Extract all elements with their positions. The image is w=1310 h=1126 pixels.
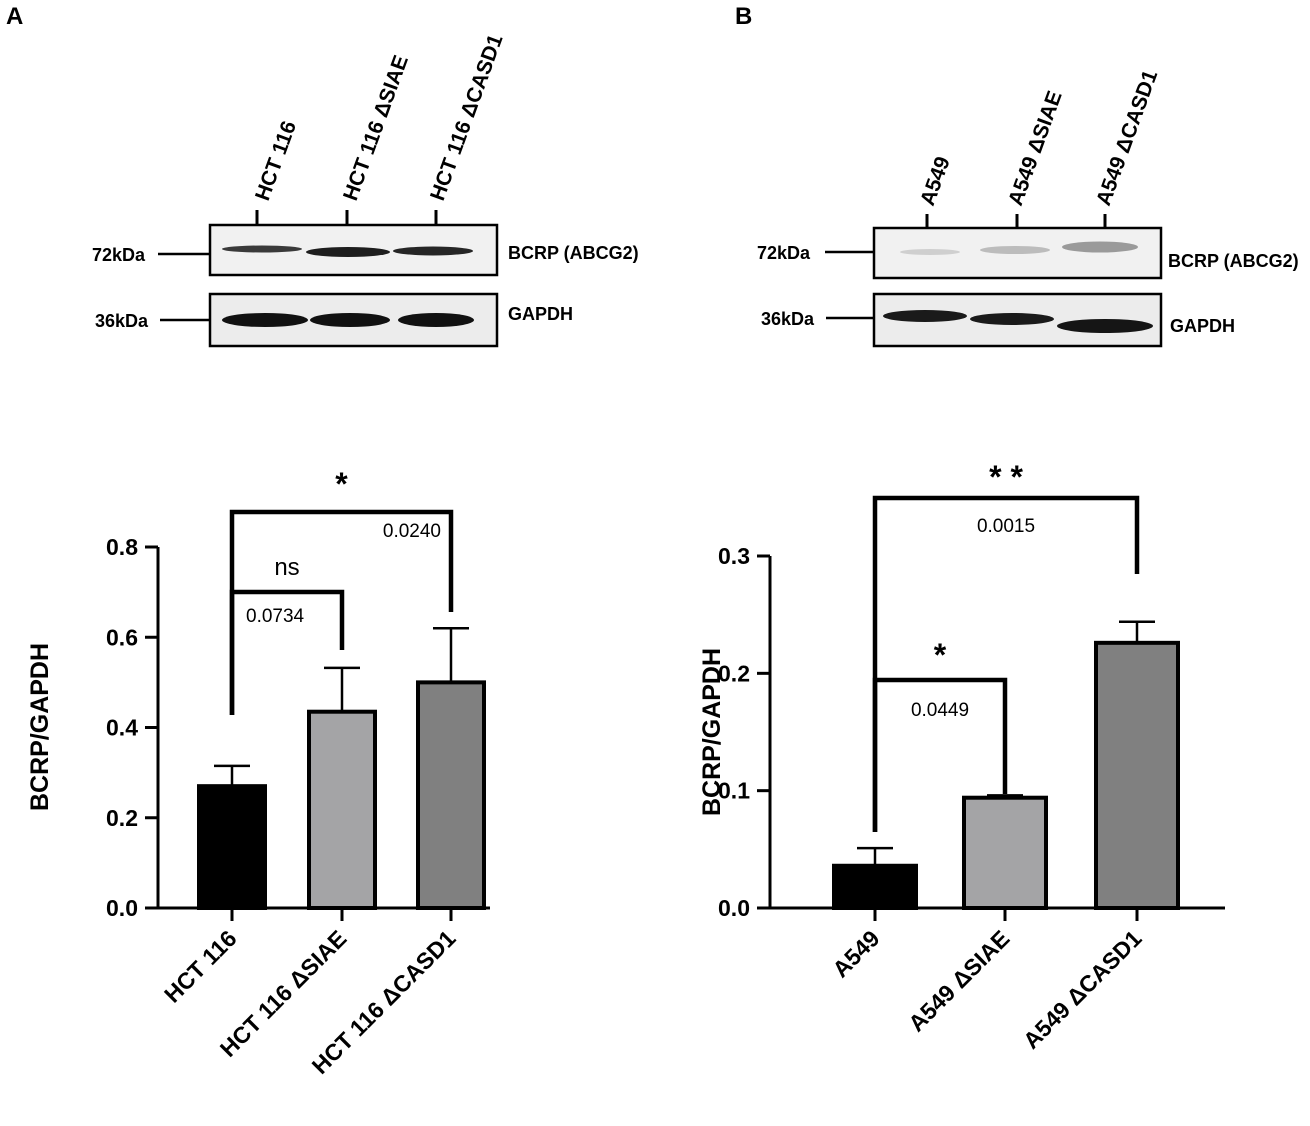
blot-b-gapdh-band-3 [1057, 319, 1153, 333]
chart-b-comparison-bracket-1 [872, 495, 1140, 832]
blot-a-protein-bcrp: BCRP (ABCG2) [508, 243, 639, 263]
blot-a-marker-72: 72kDa [92, 245, 146, 265]
blot-b-bcrp-band-3 [1062, 241, 1138, 253]
chart-a-category-label-0: HCT 116 [159, 925, 242, 1008]
chart-b-bar-1 [962, 795, 1048, 910]
chart-b-y-tick-label-3: 0.3 [718, 543, 750, 569]
chart-a-comparison-bracket-1 [229, 509, 454, 715]
chart-b-significance-label-0: * [934, 637, 947, 673]
chart-b-y-tick-label-0: 0.0 [718, 895, 750, 921]
chart-a-significance-label-1: * [335, 466, 348, 502]
chart-a-bar-0 [197, 784, 267, 910]
chart-a-y-tick-label-3: 0.6 [106, 624, 138, 650]
chart-a-significance-label-0: ns [274, 554, 299, 581]
blot-a-marker-36: 36kDa [95, 311, 149, 331]
panel-letter-b: B [735, 3, 752, 30]
blot-b-protein-gapdh: GAPDH [1170, 316, 1235, 336]
chart-a-y-tick-label-0: 0.0 [106, 895, 138, 921]
chart-a-bar-2 [416, 680, 486, 910]
blot-a-lane-label-2: HCT 116 ΔSIAE [339, 52, 413, 203]
blot-a-gapdh-band-2 [310, 313, 390, 327]
blot-a-protein-gapdh: GAPDH [508, 304, 573, 324]
chart-b-bar-2 [1094, 640, 1180, 910]
blot-a-gapdh-band-3 [398, 313, 474, 327]
blot-a-lane-label-3: HCT 116 ΔCASD1 [426, 31, 508, 204]
chart-b-p-value-0: 0.0449 [911, 700, 969, 721]
chart-b-p-value-1: 0.0015 [977, 516, 1035, 537]
chart-b-significance-label-1: * * [989, 459, 1023, 495]
chart-b-y-label: BCRP/GAPDH [698, 648, 726, 816]
chart-b-y-tick-label-2: 0.2 [718, 660, 750, 686]
blot-b-marker-36: 36kDa [761, 309, 815, 329]
bar-chart-b: 0.0 0.1 0.2 0.3 BCRP/GAPDH A549 A549 ΔSIAE A549… [698, 459, 1225, 1054]
blot-b-bcrp-band-2 [980, 246, 1050, 254]
blot-b-protein-bcrp: BCRP (ABCG2) [1168, 251, 1299, 271]
blot-a-lane-label-1: HCT 116 [251, 118, 301, 204]
chart-b-y-tick-label-1: 0.1 [718, 778, 750, 804]
blot-b-gapdh-band-2 [970, 313, 1054, 325]
chart-a-y-tick-label-2: 0.4 [106, 715, 138, 741]
chart-a-bar-1 [307, 709, 377, 910]
chart-a-p-value-1: 0.0240 [383, 521, 441, 542]
blot-b: A549 A549 ΔSIAE A549 ΔCASD1 72kDa BCRP (… [757, 67, 1299, 348]
blot-b-bcrp-band-1 [900, 249, 960, 255]
blot-a-bcrp-band-1 [222, 245, 302, 253]
blot-b-lane-label-2: A549 ΔSIAE [1004, 88, 1067, 209]
blot-b-marker-72: 72kDa [757, 243, 811, 263]
blot-b-gapdh-band-1 [883, 310, 967, 322]
chart-a-y-tick-label-1: 0.2 [106, 805, 138, 831]
panel-letter-a: A [6, 3, 23, 30]
chart-b-category-label-2: A549 ΔCASD1 [1018, 925, 1147, 1054]
chart-b-bar-0 [832, 863, 918, 911]
blot-a: HCT 116 HCT 116 ΔSIAE HCT 116 ΔCASD1 72k… [92, 31, 639, 348]
blot-b-lane-label-3: A549 ΔCASD1 [1092, 67, 1162, 209]
chart-a-p-value-0: 0.0734 [246, 606, 305, 627]
blot-a-bcrp-band-2 [306, 247, 390, 257]
chart-b-category-label-0: A549 [827, 925, 884, 982]
chart-b-category-label-1: A549 ΔSIAE [903, 925, 1014, 1036]
chart-a-y-label: BCRP/GAPDH [26, 643, 54, 811]
blot-a-bcrp-band-3 [393, 246, 473, 256]
blot-b-lane-label-1: A549 [916, 154, 955, 209]
blot-a-gapdh-band-1 [222, 313, 308, 327]
chart-a-y-tick-label-4: 0.8 [106, 534, 138, 560]
